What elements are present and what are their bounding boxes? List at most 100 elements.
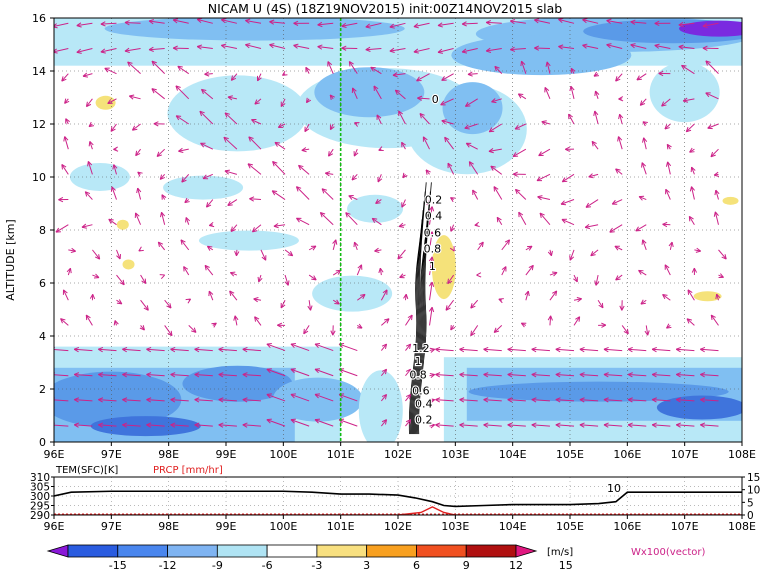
surface-x-tick-label: 99E <box>216 520 237 533</box>
contour-label: 0.6 <box>412 384 430 397</box>
colorbar-min-arrow <box>48 545 68 557</box>
y-tick-label: 10 <box>32 171 46 184</box>
y-tick-label: 8 <box>39 224 46 237</box>
colorbar-tick-label: 12 <box>509 559 523 572</box>
surface-x-tick-label: 106E <box>613 520 641 533</box>
shade-top-mid <box>105 17 405 41</box>
main-y-axis: 0 2 4 6 8 10 12 14 16 <box>32 12 54 449</box>
contour-label: 0.4 <box>425 209 443 222</box>
surface-x-tick-label: 98E <box>158 520 179 533</box>
y-tick-label: 0 <box>39 436 46 449</box>
colorbar-tick-label: -9 <box>212 559 223 572</box>
colorbar-swatch <box>416 545 466 557</box>
colorbar-tick-label: 15 <box>559 559 573 572</box>
shade-mid-2 <box>199 231 299 251</box>
colorbar-tick-label: 6 <box>413 559 420 572</box>
y-tick-label: 16 <box>32 12 46 25</box>
colorbar-tick-label: -3 <box>311 559 322 572</box>
contour-label: 1 <box>415 355 422 368</box>
x-tick-label: 102E <box>384 448 412 461</box>
surface-right-tick-label: 0 <box>747 510 754 522</box>
colorbar-max-arrow <box>516 545 536 557</box>
shade-pos-6 <box>723 197 739 205</box>
surface-x-tick-label: 100E <box>269 520 297 533</box>
y-tick-label: 12 <box>32 118 46 131</box>
x-tick-label: 101E <box>327 448 355 461</box>
shade-upper-core-1 <box>314 67 424 117</box>
colorbar-swatch <box>217 545 267 557</box>
colorbar-swatch <box>317 545 367 557</box>
y-tick-label: 14 <box>32 65 46 78</box>
contour-label: 1.2 <box>412 342 430 355</box>
surface-left-tick-label: 290 <box>30 510 50 522</box>
contour-label: 0.8 <box>409 368 427 381</box>
colorbar-unit: [m/s] <box>547 547 573 558</box>
contour-label: 0.4 <box>415 398 433 411</box>
colorbar-tick-label: -12 <box>159 559 177 572</box>
surface-x-tick-label: 103E <box>441 520 469 533</box>
x-tick-label: 98E <box>158 448 179 461</box>
shade-pos-1 <box>96 96 116 110</box>
x-tick-label: 106E <box>613 448 641 461</box>
x-tick-label: 108E <box>728 448 756 461</box>
shade-mid-column <box>359 370 403 450</box>
vector-label: Wx100(vector) <box>631 547 706 558</box>
contour-label: 0.2 <box>415 413 433 426</box>
contour-label: 1 <box>429 260 436 273</box>
colorbar-swatch <box>68 545 118 557</box>
colorbar-swatch <box>267 545 317 557</box>
x-tick-label: 104E <box>499 448 527 461</box>
y-tick-label: 6 <box>39 277 46 290</box>
contour-label: 0.8 <box>424 243 442 256</box>
x-tick-label: 97E <box>101 448 122 461</box>
shade-upper-core-2 <box>443 82 503 134</box>
x-tick-label: 100E <box>269 448 297 461</box>
surface-right-tick-label: 5 <box>747 497 754 509</box>
surface-x-tick-label: 97E <box>101 520 122 533</box>
shade-low-core-4 <box>273 378 363 422</box>
temperature-label: TEM(SFC)[K] <box>55 465 118 476</box>
temperature-annotation: 10 <box>607 482 621 495</box>
colorbar-swatch <box>118 545 168 557</box>
colorbar-swatch <box>367 545 417 557</box>
shade-pos-2 <box>117 220 129 230</box>
shade-pos-3 <box>123 259 135 269</box>
shade-mid-1 <box>312 276 392 312</box>
colorbar: -15 -12 -9 -6 -3 3 6 9 12 15 <box>48 545 573 572</box>
surface-x-tick-label: 104E <box>499 520 527 533</box>
x-tick-label: 99E <box>216 448 237 461</box>
contour-label: 0.6 <box>424 227 442 240</box>
x-tick-label: 107E <box>671 448 699 461</box>
colorbar-swatch <box>466 545 516 557</box>
colorbar-tick-label: 9 <box>463 559 470 572</box>
y-tick-label: 2 <box>39 383 46 396</box>
x-tick-label: 105E <box>556 448 584 461</box>
shade-upper-1 <box>167 75 307 151</box>
precipitation-label: PRCP [mm/hr] <box>153 465 223 476</box>
colorbar-swatch <box>168 545 218 557</box>
colorbar-tick-label: 3 <box>363 559 370 572</box>
y-axis-label: ALTITUDE [km] <box>4 219 17 300</box>
surface-x-tick-label: 101E <box>327 520 355 533</box>
colorbar-tick-label: -6 <box>262 559 273 572</box>
shade-upper-east <box>650 62 720 122</box>
colorbar-tick-label: -15 <box>109 559 127 572</box>
contour-label: 0 <box>432 93 439 106</box>
shade-upper-core-3 <box>451 35 631 75</box>
shade-top-max <box>679 21 759 37</box>
x-tick-label: 103E <box>441 448 469 461</box>
y-tick-label: 4 <box>39 330 46 343</box>
surface-x-tick-label: 107E <box>671 520 699 533</box>
shade-upper-west-2 <box>163 176 243 200</box>
chart-title: NICAM U (4S) (18Z19NOV2015) init:00Z14NO… <box>208 1 563 16</box>
surface-x-tick-label: 105E <box>556 520 584 533</box>
surface-x-tick-label: 102E <box>384 520 412 533</box>
surface-right-tick-label: 10 <box>747 485 760 497</box>
